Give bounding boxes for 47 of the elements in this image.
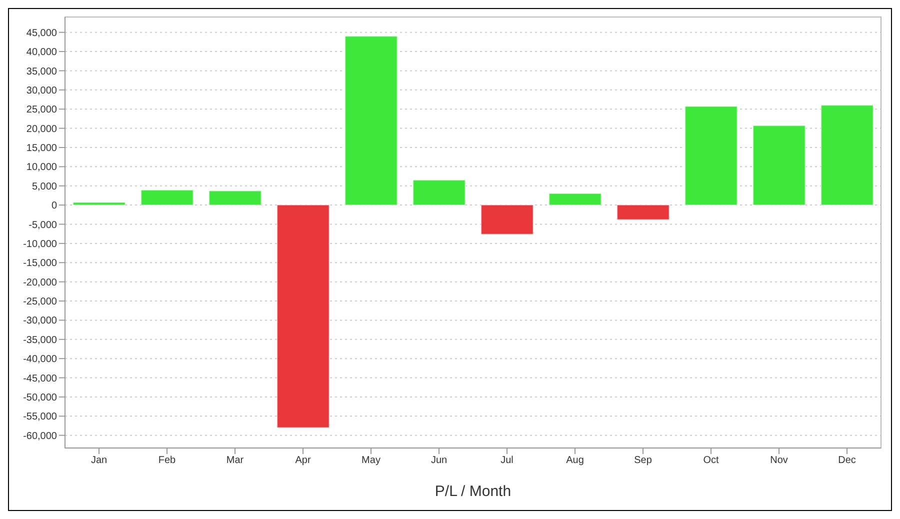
bar bbox=[276, 204, 330, 428]
y-tick-label: -10,000 bbox=[23, 238, 58, 250]
y-tick-label: -35,000 bbox=[23, 334, 58, 346]
x-tick-label: Jun bbox=[430, 455, 448, 466]
x-tick-label: Sep bbox=[634, 455, 652, 466]
bar bbox=[344, 36, 398, 206]
bar bbox=[548, 193, 602, 206]
y-tick-label: -5,000 bbox=[28, 220, 58, 231]
y-tick-label: -40,000 bbox=[23, 354, 58, 366]
y-tick-label: -60,000 bbox=[23, 430, 58, 442]
x-tick-label: Jul bbox=[500, 455, 514, 466]
y-tick-label: -15,000 bbox=[23, 258, 58, 270]
y-tick-label: -25,000 bbox=[23, 296, 58, 308]
x-tick-label: Feb bbox=[158, 455, 176, 466]
bar bbox=[752, 125, 806, 206]
x-tick-label: Jan bbox=[90, 455, 108, 466]
bar bbox=[208, 190, 262, 206]
y-tick-label: 0 bbox=[51, 200, 58, 212]
y-tick-label: -30,000 bbox=[23, 316, 58, 327]
y-tick-label: 40,000 bbox=[26, 47, 58, 58]
bar bbox=[820, 104, 874, 206]
y-tick-label: 10,000 bbox=[26, 162, 58, 174]
x-tick-label: Oct bbox=[703, 455, 719, 466]
bar bbox=[480, 204, 534, 235]
bar bbox=[72, 202, 126, 206]
y-tick-label: -20,000 bbox=[23, 277, 58, 288]
bar bbox=[412, 180, 466, 206]
y-tick-label: -55,000 bbox=[23, 412, 58, 423]
y-tick-label: -45,000 bbox=[23, 373, 58, 384]
y-tick-label: 15,000 bbox=[26, 143, 58, 154]
x-tick-label: Mar bbox=[226, 455, 244, 466]
bar bbox=[684, 106, 738, 206]
y-tick-label: 20,000 bbox=[26, 124, 58, 135]
x-axis-title: P/L / Month bbox=[434, 483, 512, 500]
bar bbox=[616, 204, 670, 220]
y-tick-label: 30,000 bbox=[26, 85, 58, 96]
x-tick-label: May bbox=[362, 455, 380, 466]
x-tick-label: Dec bbox=[838, 455, 856, 466]
y-tick-label: 35,000 bbox=[26, 66, 58, 78]
y-tick-label: 25,000 bbox=[26, 104, 58, 116]
y-tick-label: 45,000 bbox=[26, 28, 58, 39]
bar bbox=[140, 190, 194, 206]
y-tick-label: 5,000 bbox=[32, 181, 58, 192]
x-tick-label: Aug bbox=[566, 455, 584, 466]
y-tick-label: -50,000 bbox=[23, 392, 58, 404]
x-tick-label: Nov bbox=[770, 455, 788, 466]
x-tick-label: Apr bbox=[295, 455, 312, 466]
